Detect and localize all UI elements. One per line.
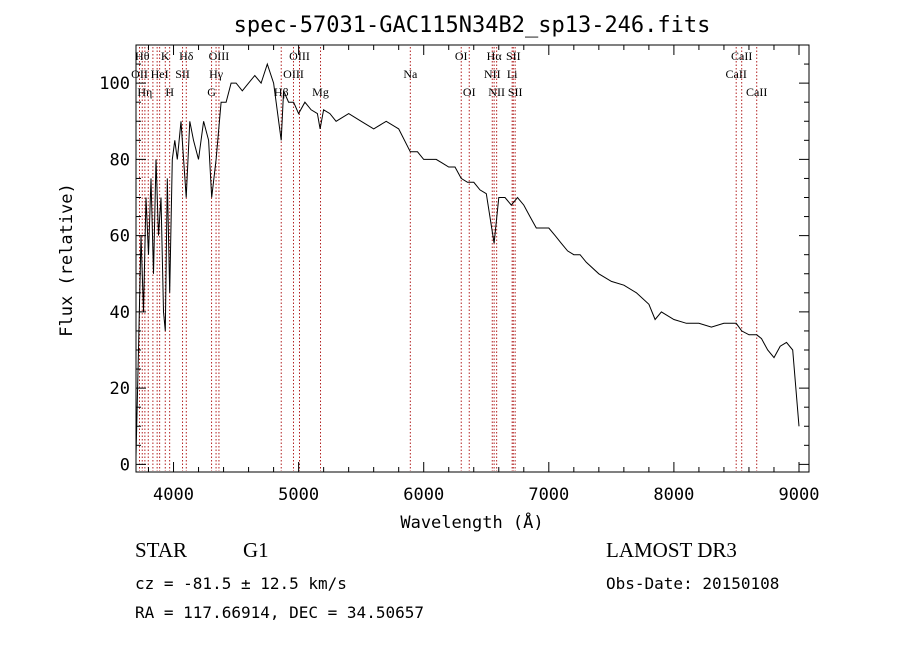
- line-marker-label-19: OI: [455, 49, 468, 63]
- line-marker-labels: OIIHθHηHeIKHSIIHδGHγOIIIHβOIIIOIIIMgNaOI…: [131, 49, 767, 99]
- line-marker-label-15: OIII: [283, 67, 304, 81]
- line-marker-label-14: Hβ: [274, 85, 289, 99]
- line-marker-label-2: Hη: [137, 85, 152, 99]
- flux-series: [135, 62, 800, 457]
- line-marker-label-27: CaII: [726, 67, 747, 81]
- line-marker-label-26: SII: [508, 85, 523, 99]
- line-marker-label-20: OI: [463, 85, 476, 99]
- object-subclass: G1: [243, 538, 269, 562]
- line-marker-label-22: Hα: [487, 49, 503, 63]
- y-tick-label-3: 60: [110, 227, 130, 247]
- line-marker-label-0: OII: [131, 67, 148, 81]
- line-marker-label-8: H: [165, 85, 174, 99]
- line-marker-label-1: Hθ: [135, 49, 150, 63]
- y-tick-label-1: 20: [110, 379, 130, 399]
- line-marker-label-23: NII: [488, 85, 505, 99]
- object-class: STAR: [135, 538, 187, 562]
- line-marker-label-9: SII: [175, 67, 190, 81]
- redshift-readout: cz = -81.5 ± 12.5 km/s: [135, 574, 347, 593]
- line-marker-label-17: Mg: [312, 85, 329, 99]
- line-marker-label-21: NII: [484, 67, 501, 81]
- survey-name: LAMOST DR3: [606, 538, 737, 562]
- x-axis-ticks: 4000 5000 6000 7000 8000 9000: [148, 45, 820, 505]
- y-tick-label-2: 40: [110, 303, 130, 323]
- y-tick-label-5: 100: [99, 74, 130, 94]
- line-marker-label-29: CaII: [746, 85, 767, 99]
- line-marker-label-18: Na: [403, 67, 418, 81]
- line-marker-label-11: G: [207, 85, 216, 99]
- line-marker-label-7: K: [161, 49, 170, 63]
- y-axis-label: Flux (relative): [57, 183, 77, 337]
- x-tick-label-2: 6000: [403, 485, 444, 505]
- plot-frame: [135, 44, 810, 473]
- line-marker-label-12: Hγ: [209, 67, 224, 81]
- y-axis-ticks: 0 20 40 60 80 100: [99, 63, 809, 475]
- x-tick-label-0: 4000: [153, 485, 194, 505]
- line-marker-label-16: OIII: [289, 49, 310, 63]
- line-marker-label-28: CaII: [731, 49, 752, 63]
- x-tick-label-5: 9000: [779, 485, 820, 505]
- chart-title: spec-57031-GAC115N34B2_sp13-246.fits: [234, 13, 711, 38]
- line-marker-label-13: OIII: [209, 49, 230, 63]
- line-markers: [139, 47, 758, 471]
- x-tick-label-3: 7000: [528, 485, 569, 505]
- x-axis-label: Wavelength (Å): [400, 511, 543, 533]
- y-tick-label-4: 80: [110, 150, 130, 170]
- line-marker-label-24: Li: [507, 67, 518, 81]
- line-marker-label-10: Hδ: [179, 49, 194, 63]
- line-marker-label-25: SII: [506, 49, 521, 63]
- x-tick-label-4: 8000: [653, 485, 694, 505]
- observation-date: Obs-Date: 20150108: [606, 574, 780, 593]
- x-tick-label-1: 5000: [278, 485, 319, 505]
- coordinates-readout: RA = 117.66914, DEC = 34.50657: [135, 603, 424, 622]
- y-tick-label-0: 0: [120, 455, 130, 475]
- line-marker-label-6: HeI: [151, 67, 169, 81]
